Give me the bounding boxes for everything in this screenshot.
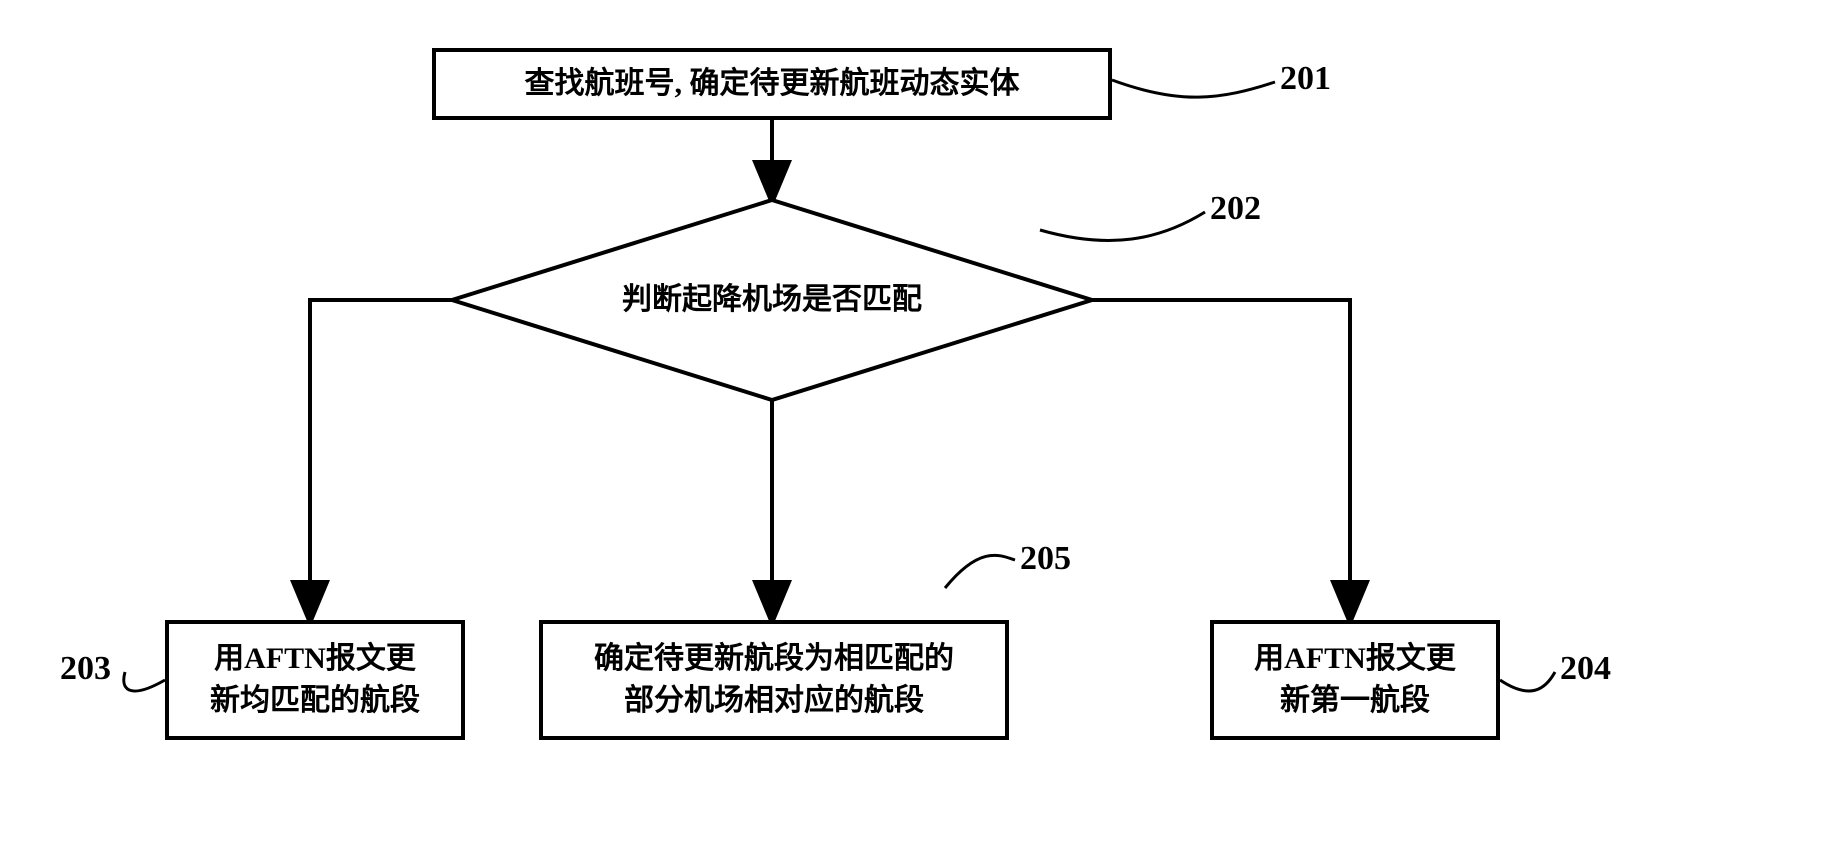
label-202: 202: [1210, 190, 1261, 228]
decision-airport-match-text: 判断起降机场是否匹配: [622, 279, 922, 321]
process-lookup-flight: 查找航班号, 确定待更新航班动态实体: [432, 48, 1112, 120]
decision-airport-match: 判断起降机场是否匹配: [452, 200, 1092, 400]
leader-l201: [1112, 80, 1275, 97]
process-update-first: 用AFTN报文更新第一航段: [1210, 620, 1500, 740]
label-204: 204: [1560, 650, 1611, 688]
process-update-matched-text: 用AFTN报文更新均匹配的航段: [210, 638, 420, 722]
connector-n202-n204: [1092, 300, 1350, 620]
process-partial-match-text: 确定待更新航段为相匹配的部分机场相对应的航段: [594, 638, 954, 722]
label-203: 203: [60, 650, 111, 688]
process-partial-match: 确定待更新航段为相匹配的部分机场相对应的航段: [539, 620, 1009, 740]
leader-l205: [945, 555, 1015, 588]
process-lookup-flight-text: 查找航班号, 确定待更新航班动态实体: [525, 63, 1020, 105]
leader-l204: [1500, 672, 1555, 691]
process-update-matched: 用AFTN报文更新均匹配的航段: [165, 620, 465, 740]
process-update-first-text: 用AFTN报文更新第一航段: [1254, 638, 1456, 722]
label-205: 205: [1020, 540, 1071, 578]
flowchart-container: 查找航班号, 确定待更新航班动态实体 201 判断起降机场是否匹配 202 用A…: [0, 0, 1826, 848]
label-201: 201: [1280, 60, 1331, 98]
connector-n202-n203: [310, 300, 452, 620]
leader-l203: [124, 672, 165, 691]
